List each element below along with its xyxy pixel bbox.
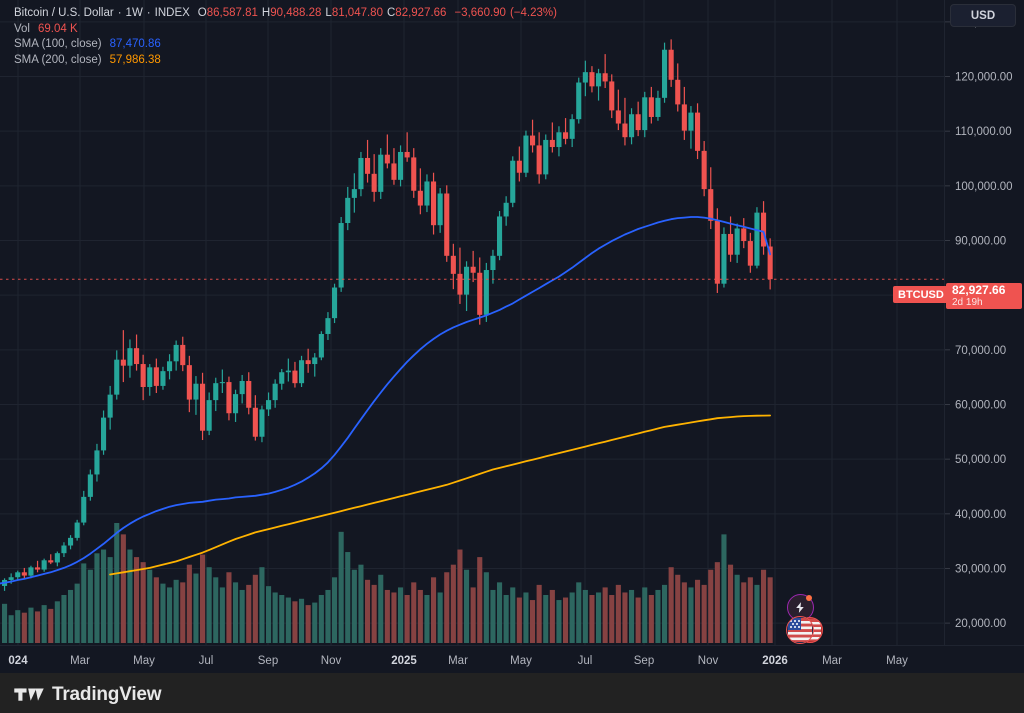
svg-text:70,000.00: 70,000.00	[955, 345, 1006, 357]
svg-text:Nov: Nov	[698, 655, 719, 667]
svg-text:40,000.00: 40,000.00	[955, 509, 1006, 521]
svg-text:120,000.00: 120,000.00	[955, 72, 1013, 84]
chart-canvas[interactable]	[0, 0, 944, 645]
svg-text:60,000.00: 60,000.00	[955, 399, 1006, 411]
svg-text:30,000.00: 30,000.00	[955, 563, 1006, 575]
current-price-value: 82,927.66	[952, 283, 1006, 297]
time-axis[interactable]: 024 Mar May Jul Sep Nov 2025 Mar May Jul Sep Nov 202…	[0, 645, 1024, 674]
chart-svg	[0, 0, 944, 645]
symbol-price-tag: BTCUSD	[893, 286, 949, 303]
tradingview-mark-icon	[14, 688, 44, 701]
svg-text:110,000.00: 110,000.00	[955, 126, 1012, 138]
svg-text:2026: 2026	[762, 655, 788, 667]
tradingview-wordmark: TradingView	[52, 684, 162, 705]
svg-text:Sep: Sep	[258, 655, 278, 667]
svg-text:024: 024	[8, 655, 28, 667]
us-flag-icon[interactable]	[786, 616, 814, 644]
svg-text:2025: 2025	[391, 655, 417, 667]
svg-text:Sep: Sep	[634, 655, 654, 667]
svg-text:Mar: Mar	[70, 655, 90, 667]
svg-text:20,000.00: 20,000.00	[955, 618, 1006, 630]
tradingview-logo[interactable]: TradingView	[14, 684, 162, 706]
svg-text:May: May	[510, 655, 532, 667]
svg-text:90,000.00: 90,000.00	[955, 236, 1006, 248]
flag-glyph	[788, 618, 812, 642]
current-price-badge: 82,927.66 2d 19h	[946, 283, 1022, 309]
currency-unit-button[interactable]: USD	[950, 4, 1016, 27]
svg-text:Jul: Jul	[578, 655, 593, 667]
bolt-glyph	[796, 602, 804, 613]
time-axis-svg: 024 Mar May Jul Sep Nov 2025 Mar May Jul Sep Nov 202…	[8, 655, 908, 667]
svg-text:100,000.00: 100,000.00	[955, 181, 1013, 193]
svg-text:Mar: Mar	[448, 655, 468, 667]
svg-text:Mar: Mar	[822, 655, 842, 667]
svg-text:May: May	[133, 655, 155, 667]
svg-text:Nov: Nov	[321, 655, 342, 667]
alert-notification-dot	[806, 595, 812, 601]
bar-countdown: 2d 19h	[952, 297, 983, 308]
footer-bar	[0, 673, 1024, 713]
price-axis-svg: 130,000.00120,000.00110,000.00100,000.00…	[945, 17, 1013, 630]
svg-text:May: May	[886, 655, 908, 667]
price-axis[interactable]: 130,000.00120,000.00110,000.00100,000.00…	[944, 0, 1024, 645]
svg-text:Jul: Jul	[199, 655, 214, 667]
svg-text:50,000.00: 50,000.00	[955, 454, 1006, 466]
